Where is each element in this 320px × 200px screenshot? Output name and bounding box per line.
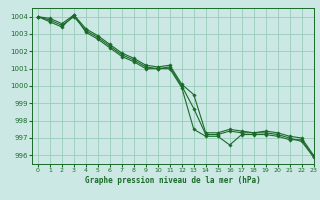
X-axis label: Graphe pression niveau de la mer (hPa): Graphe pression niveau de la mer (hPa) xyxy=(85,176,261,185)
